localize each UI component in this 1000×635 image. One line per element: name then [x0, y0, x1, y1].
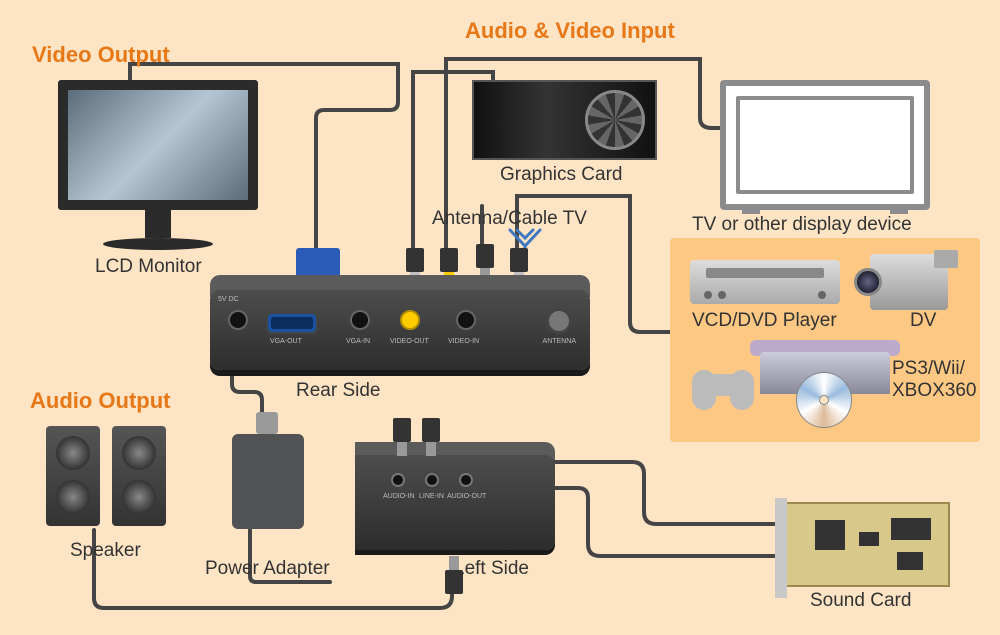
port-dc-label: 5V DC — [218, 296, 239, 303]
sound-card — [785, 502, 950, 587]
jack-line-in-label: LINE-IN — [419, 493, 444, 500]
audio-plug-2 — [420, 418, 442, 456]
av-input-title: Audio & Video Input — [465, 18, 675, 44]
graphics-card-label: Graphics Card — [500, 164, 623, 186]
audio-output-title: Audio Output — [30, 388, 171, 414]
port-video-in — [456, 310, 476, 330]
dv-label: DV — [910, 310, 936, 332]
speaker-label: Speaker — [70, 540, 141, 562]
speaker-left — [46, 426, 100, 526]
disc-icon — [796, 372, 852, 428]
sound-card-label: Sound Card — [810, 590, 911, 612]
port-antenna — [546, 308, 572, 334]
lcd-monitor — [58, 80, 258, 250]
left-side-label: Left Side — [454, 558, 529, 580]
dv-camcorder — [870, 254, 948, 310]
port-antenna-label: ANTENNA — [543, 338, 576, 345]
tv-label: TV or other display device — [692, 214, 912, 236]
port-vga-out — [266, 312, 318, 334]
gpu-fan-icon — [585, 90, 645, 150]
audio-out-plug — [443, 556, 465, 594]
dvd-player — [690, 260, 840, 304]
power-adapter — [232, 434, 304, 529]
camera-lens-icon — [854, 268, 882, 296]
tvbox-rear: 5V DC VGA-OUT VGA-IN VIDEO-OUT VIDEO-IN … — [210, 290, 590, 370]
antenna-label: Antenna/Cable TV — [432, 208, 587, 230]
tvbox-left: AUDIO-IN LINE-IN AUDIO-OUT — [355, 455, 555, 550]
jack-audio-out-label: AUDIO-OUT — [447, 493, 486, 500]
tv — [720, 80, 930, 210]
port-dc — [228, 310, 248, 330]
graphics-card — [472, 80, 657, 160]
video-output-title: Video Output — [32, 42, 170, 68]
power-adapter-label: Power Adapter — [205, 558, 330, 580]
lcd-screen — [58, 80, 258, 210]
port-vga-in-label: VGA-IN — [346, 338, 370, 345]
lcd-monitor-label: LCD Monitor — [95, 256, 202, 278]
jack-audio-out — [459, 473, 473, 487]
speaker-right — [112, 426, 166, 526]
port-vga-out-label: VGA-OUT — [270, 338, 302, 345]
dvd-label: VCD/DVD Player — [692, 310, 837, 332]
jack-line-in — [425, 473, 439, 487]
rear-side-label: Rear Side — [296, 380, 381, 402]
port-video-out-label: VIDEO-OUT — [390, 338, 429, 345]
gamepad-icon — [692, 370, 754, 412]
jack-audio-in — [391, 473, 405, 487]
console-label: PS3/Wii/ XBOX360 — [892, 358, 977, 402]
jack-audio-in-label: AUDIO-IN — [383, 493, 415, 500]
port-video-out — [400, 310, 420, 330]
port-video-in-label: VIDEO-IN — [448, 338, 479, 345]
audio-plug-1 — [391, 418, 413, 456]
port-vga-in — [350, 310, 370, 330]
